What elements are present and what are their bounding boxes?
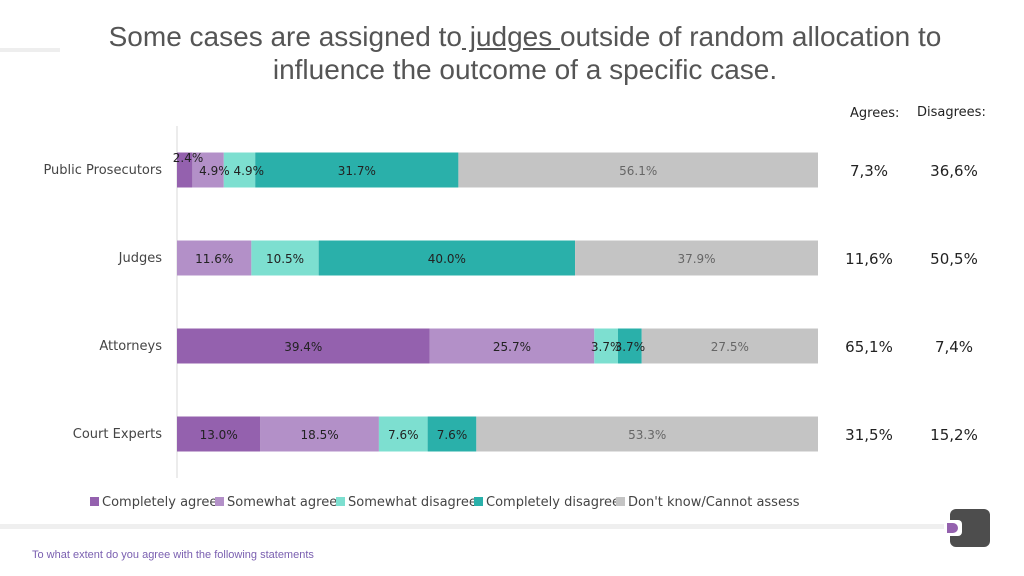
data-label: 53.3% bbox=[628, 428, 666, 442]
bar-segment bbox=[378, 416, 428, 452]
data-label: 7.6% bbox=[437, 428, 468, 442]
bar-segment bbox=[260, 416, 379, 452]
bar-segment bbox=[427, 416, 477, 452]
bar-segment bbox=[594, 328, 619, 364]
title-part2: outside of random allocation to influenc… bbox=[272, 21, 942, 85]
bar-segment bbox=[177, 416, 261, 452]
legend-swatch bbox=[616, 497, 625, 506]
legend-label: Completely disagree bbox=[486, 495, 620, 510]
bar-segment bbox=[618, 328, 642, 364]
legend-swatch bbox=[336, 497, 345, 506]
data-label: 13.0% bbox=[200, 428, 238, 442]
title-underlined-word: judges bbox=[461, 21, 561, 52]
bar-segment bbox=[641, 328, 818, 364]
category-label: Public Prosecutors bbox=[43, 163, 162, 178]
bar-segment bbox=[251, 240, 319, 276]
data-label: 3.7% bbox=[591, 340, 622, 354]
decorative-line-left bbox=[0, 48, 60, 52]
category-label: Court Experts bbox=[73, 427, 162, 442]
data-label: 31.7% bbox=[338, 164, 376, 178]
category-label: Attorneys bbox=[99, 339, 162, 354]
bar-segment bbox=[177, 328, 430, 364]
bar-segment bbox=[318, 240, 576, 276]
data-label: 40.0% bbox=[428, 252, 466, 266]
legend-label: Don't know/Cannot assess bbox=[628, 495, 800, 510]
data-label: 11.6% bbox=[195, 252, 233, 266]
agrees-column-header: Agrees: bbox=[850, 106, 900, 121]
agrees-value: 11,6% bbox=[845, 250, 893, 268]
data-label: 7.6% bbox=[388, 428, 419, 442]
legend-label: Somewhat disagree bbox=[348, 495, 477, 510]
data-label: 3.7% bbox=[615, 340, 646, 354]
legend-label: Completely agree bbox=[102, 495, 217, 510]
data-label: 56.1% bbox=[619, 164, 657, 178]
bar-segment bbox=[458, 152, 818, 188]
legend-swatch bbox=[90, 497, 99, 506]
brand-logo-icon bbox=[944, 509, 990, 547]
data-label: 27.5% bbox=[711, 340, 749, 354]
disagrees-value: 36,6% bbox=[930, 162, 978, 180]
title-part1: Some cases are assigned to bbox=[108, 21, 462, 52]
bar-segment bbox=[177, 152, 193, 188]
bar-segment bbox=[223, 152, 256, 188]
bar-segment bbox=[429, 328, 595, 364]
disagrees-value: 15,2% bbox=[930, 426, 978, 444]
disagrees-value: 7,4% bbox=[935, 338, 973, 356]
legend-label: Somewhat agree bbox=[227, 495, 337, 510]
bar-segment bbox=[476, 416, 818, 452]
bar-segment bbox=[192, 152, 224, 188]
disagrees-column-header: Disagrees: bbox=[917, 105, 986, 120]
data-label: 4.9% bbox=[234, 164, 265, 178]
bar-segment bbox=[575, 240, 818, 276]
agrees-value: 7,3% bbox=[850, 162, 888, 180]
bar-segment bbox=[255, 152, 459, 188]
data-label: 37.9% bbox=[677, 252, 715, 266]
data-label: 10.5% bbox=[266, 252, 304, 266]
agrees-value: 31,5% bbox=[845, 426, 893, 444]
data-label: 2.4% bbox=[173, 151, 204, 165]
data-label: 25.7% bbox=[493, 340, 531, 354]
agrees-value: 65,1% bbox=[845, 338, 893, 356]
legend-swatch bbox=[215, 497, 224, 506]
data-label: 18.5% bbox=[301, 428, 339, 442]
legend-swatch bbox=[474, 497, 483, 506]
bar-segment bbox=[177, 240, 252, 276]
category-label: Judges bbox=[118, 251, 163, 266]
data-label: 39.4% bbox=[284, 340, 322, 354]
footnote: To what extent do you agree with the fol… bbox=[32, 549, 314, 561]
disagrees-value: 50,5% bbox=[930, 250, 978, 268]
decorative-line-bottom bbox=[0, 524, 955, 529]
data-label: 4.9% bbox=[199, 164, 230, 178]
chart-title: Some cases are assigned to judges outsid… bbox=[60, 20, 990, 86]
